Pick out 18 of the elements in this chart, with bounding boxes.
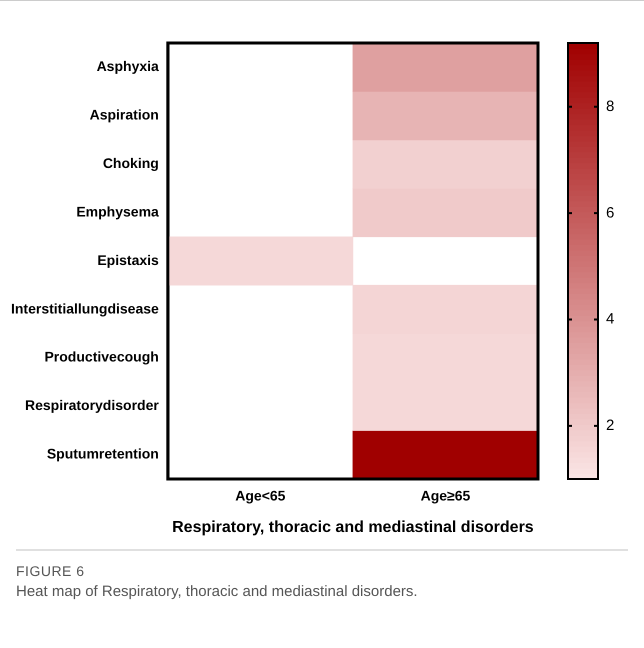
y-tick-label: Emphysema — [76, 203, 160, 220]
y-tick-label: Sputumretention — [46, 446, 159, 462]
x-tick-label: Age≥65 — [420, 487, 471, 504]
y-tick-label: Interstitiallungdisease — [10, 300, 160, 316]
text: Heat map of Respiratory, thoracic and mediastinal disorders. — [16, 583, 419, 600]
caption: FIGURE 6 — [16, 563, 86, 579]
y-tick-label: Aspiration — [90, 106, 159, 123]
color-bar-label: 2 — [606, 416, 614, 434]
color-bar-label: 4 — [606, 310, 614, 328]
y-tick-label: Asphyxia — [96, 58, 160, 74]
y-tick-label: Choking — [102, 154, 159, 171]
x-tick-label: Age<65 — [235, 487, 286, 504]
y-tick-label: Epistaxis — [97, 252, 160, 268]
x-axis-title: Respiratory, thoracic and mediastinal disorders — [172, 518, 534, 536]
color-bar-label: 8 — [606, 98, 614, 115]
color-bar-label: 6 — [606, 204, 614, 222]
y-tick-label: Productivecough — [44, 348, 159, 365]
y-tick-label: Respiratorydisorder — [24, 397, 160, 414]
